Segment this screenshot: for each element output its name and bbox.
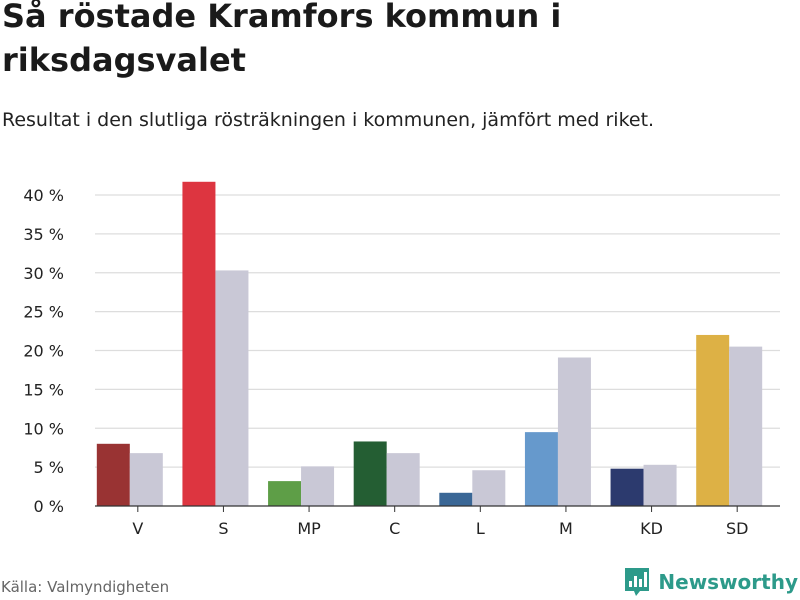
- bar-kommun-v: [96, 443, 130, 506]
- newsworthy-logo-icon: [625, 568, 650, 596]
- x-tick-label: V: [132, 519, 143, 538]
- bar-chart: 0 % 5 % 10 % 15 % 20 % 25 % 30 % 35 % 40 % V S MP C…: [23, 181, 780, 538]
- y-tick-label: 0 %: [34, 497, 64, 516]
- bar-riket-s: [215, 270, 249, 506]
- y-tick-label: 25 %: [23, 303, 64, 322]
- x-axis-ticks: V S MP C L M KD SD: [132, 506, 748, 538]
- y-tick-label: 15 %: [23, 380, 64, 399]
- bar-kommun-l: [439, 492, 473, 506]
- bar-kommun-mp: [268, 481, 302, 506]
- y-tick-label: 5 %: [34, 458, 64, 477]
- bar-kommun-s: [182, 181, 216, 506]
- x-tick-label: SD: [726, 519, 748, 538]
- y-tick-label: 20 %: [23, 342, 64, 361]
- brand-name: Newsworthy: [658, 570, 798, 594]
- x-tick-label: M: [559, 519, 573, 538]
- bar-kommun-kd: [610, 468, 644, 506]
- x-tick-label: KD: [640, 519, 663, 538]
- bar-riket-c: [386, 453, 420, 506]
- x-tick-label: MP: [297, 519, 321, 538]
- x-tick-label: C: [389, 519, 400, 538]
- chart-title: Så röstade Kramfors kommun i riksdagsval…: [2, 0, 562, 79]
- y-axis-ticks: 0 % 5 % 10 % 15 % 20 % 25 % 30 % 35 % 40 %: [23, 186, 64, 516]
- brand-logo: Newsworthy: [624, 566, 798, 598]
- source-note: Källa: Valmyndigheten: [1, 578, 170, 596]
- bar-kommun-m: [524, 432, 558, 506]
- bars: [96, 181, 763, 506]
- chart-subtitle: Resultat i den slutliga rösträkningen i …: [2, 109, 655, 131]
- bar-kommun-c: [353, 441, 387, 506]
- y-tick-label: 30 %: [23, 264, 64, 283]
- bar-riket-m: [557, 357, 591, 506]
- y-tick-label: 10 %: [23, 419, 64, 438]
- x-tick-label: S: [218, 519, 228, 538]
- bar-riket-v: [129, 453, 163, 506]
- bar-riket-mp: [301, 466, 335, 506]
- bar-riket-kd: [643, 464, 677, 506]
- y-tick-label: 35 %: [23, 225, 64, 244]
- y-tick-label: 40 %: [23, 186, 64, 205]
- bar-riket-sd: [729, 346, 763, 506]
- x-tick-label: L: [476, 519, 485, 538]
- bar-riket-l: [472, 470, 506, 506]
- bar-kommun-sd: [696, 334, 730, 506]
